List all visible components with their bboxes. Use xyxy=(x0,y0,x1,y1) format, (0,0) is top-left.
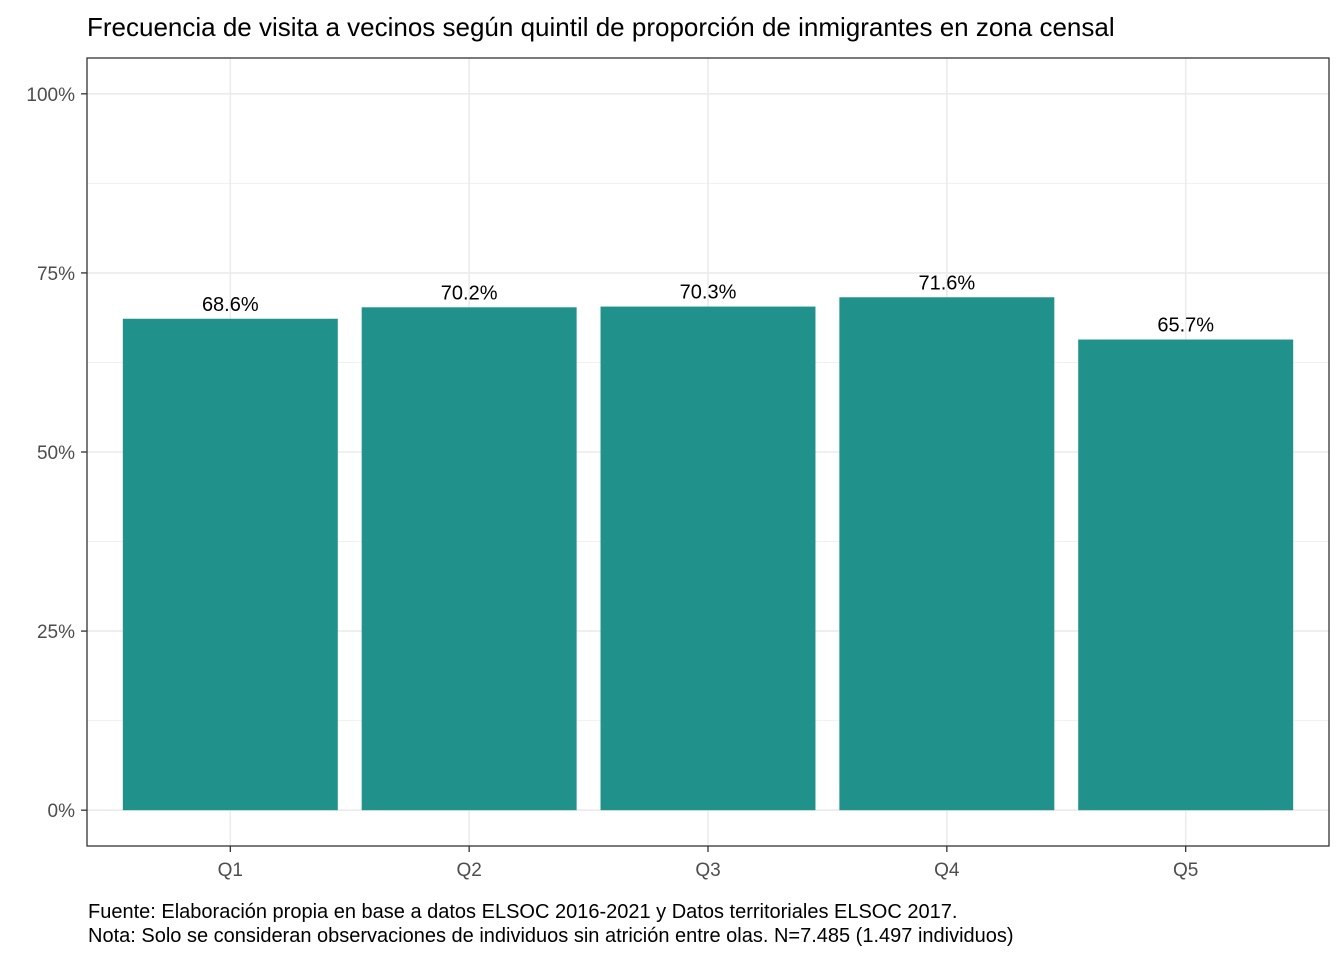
bar-q4 xyxy=(839,297,1054,810)
chart-title: Frecuencia de visita a vecinos según qui… xyxy=(87,12,1115,42)
y-tick-label: 100% xyxy=(26,85,75,106)
bar-q1 xyxy=(123,319,338,810)
x-tick-label-q3: Q3 xyxy=(695,860,720,881)
y-axis: 0% 25% 50% 75% 100% xyxy=(26,85,87,822)
x-tick-label-q5: Q5 xyxy=(1173,860,1198,881)
y-tick-label: 75% xyxy=(37,264,75,285)
data-label-q1: 68.6% xyxy=(202,294,259,316)
x-tick-label-q1: Q1 xyxy=(218,860,243,881)
data-label-q3: 70.3% xyxy=(680,282,737,304)
caption-source: Fuente: Elaboración propia en base a dat… xyxy=(88,901,957,923)
bar-q2 xyxy=(362,307,577,810)
y-tick-label: 25% xyxy=(37,622,75,643)
data-label-q2: 70.2% xyxy=(441,282,498,304)
x-tick-label-q2: Q2 xyxy=(456,860,481,881)
bar-q5 xyxy=(1078,340,1293,811)
y-tick-label: 50% xyxy=(37,443,75,464)
data-label-q4: 71.6% xyxy=(918,272,975,294)
bar-q3 xyxy=(601,307,816,811)
data-label-q5: 65.7% xyxy=(1157,315,1214,337)
caption-note: Nota: Solo se consideran observaciones d… xyxy=(88,925,1014,947)
x-tick-label-q4: Q4 xyxy=(934,860,960,881)
x-axis: Q1 Q2 Q3 Q4 Q5 xyxy=(218,846,1199,881)
y-tick-label: 0% xyxy=(48,801,76,822)
bars xyxy=(123,297,1293,810)
